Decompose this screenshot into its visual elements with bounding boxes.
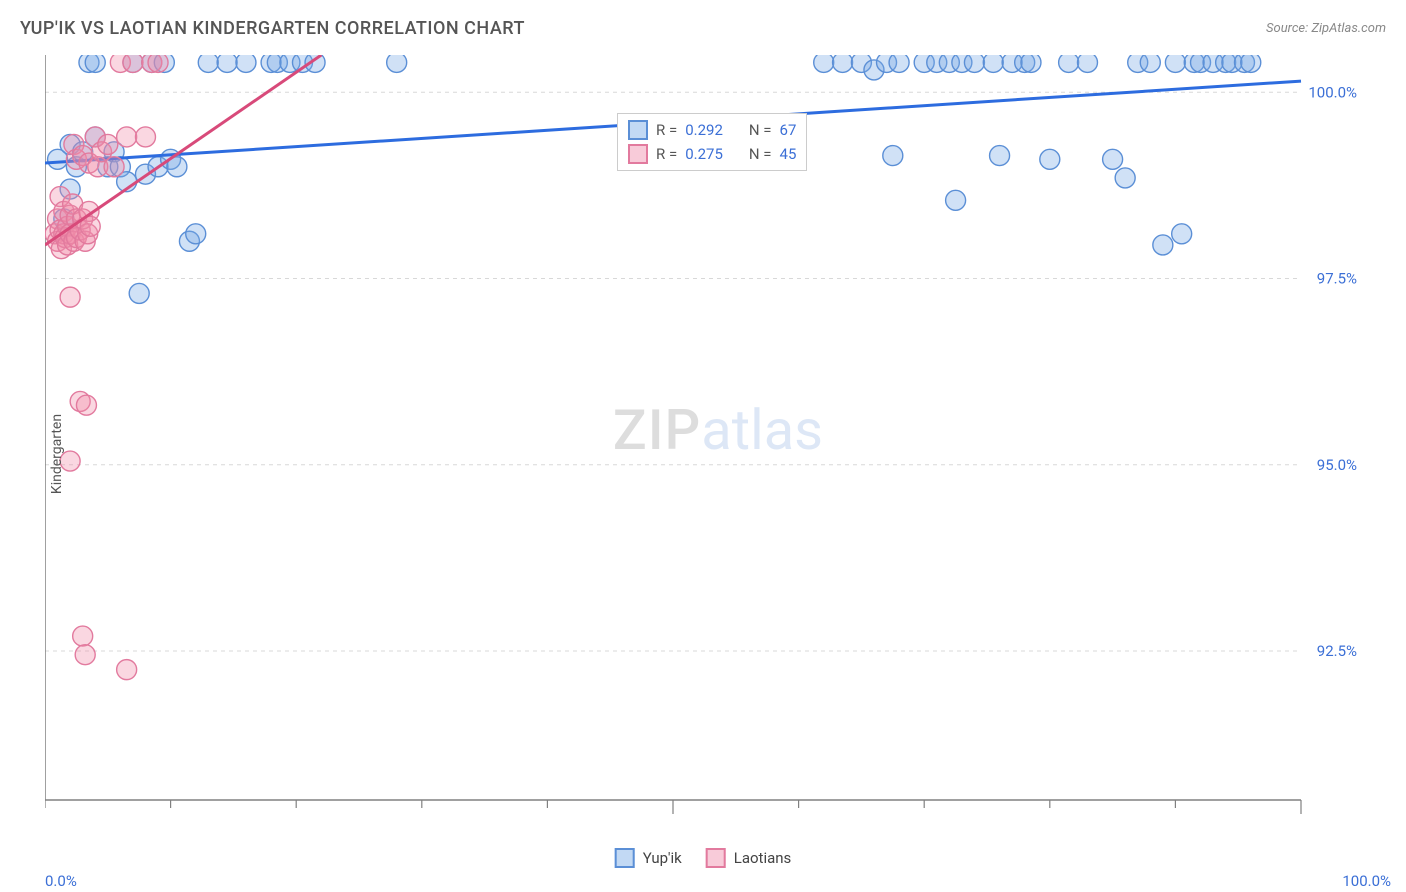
data-point bbox=[186, 224, 206, 244]
svg-text:97.5%: 97.5% bbox=[1317, 270, 1357, 288]
data-point bbox=[814, 55, 834, 72]
n-label: N = bbox=[749, 145, 772, 163]
data-point bbox=[1077, 55, 1097, 72]
data-point bbox=[1172, 224, 1192, 244]
data-point bbox=[117, 127, 137, 147]
data-point bbox=[85, 55, 105, 72]
legend-label: Yup'ik bbox=[643, 849, 682, 867]
data-point bbox=[117, 660, 137, 680]
data-point bbox=[123, 55, 143, 72]
r-label: R = bbox=[656, 145, 677, 163]
data-point bbox=[1153, 235, 1173, 255]
data-point bbox=[1165, 55, 1185, 72]
data-point bbox=[889, 55, 909, 72]
data-point bbox=[387, 55, 407, 72]
data-point bbox=[833, 55, 853, 72]
data-point bbox=[104, 157, 124, 177]
data-point bbox=[1021, 55, 1041, 72]
x-min-label: 0.0% bbox=[45, 872, 77, 890]
chart-header: YUP'IK VS LAOTIAN KINDERGARTEN CORRELATI… bbox=[0, 0, 1406, 49]
data-point bbox=[1241, 55, 1261, 72]
stats-legend: R = 0.292 N = 67 R = 0.275 N = 45 bbox=[617, 113, 807, 171]
legend-label: Laotians bbox=[734, 849, 792, 867]
r-value: 0.292 bbox=[685, 121, 723, 139]
r-value: 0.275 bbox=[685, 145, 723, 163]
legend-item: Laotians bbox=[706, 848, 792, 868]
legend-swatch bbox=[628, 144, 648, 164]
n-label: N = bbox=[749, 121, 772, 139]
legend-swatch bbox=[628, 120, 648, 140]
data-point bbox=[1040, 149, 1060, 169]
chart-title: YUP'IK VS LAOTIAN KINDERGARTEN CORRELATI… bbox=[20, 18, 525, 39]
data-point bbox=[236, 55, 256, 72]
y-axis-label: Kindergarten bbox=[49, 414, 65, 494]
chart-source: Source: ZipAtlas.com bbox=[1266, 21, 1386, 36]
stats-row: R = 0.275 N = 45 bbox=[628, 142, 796, 166]
series-legend: Yup'ik Laotians bbox=[615, 848, 792, 868]
data-point bbox=[983, 55, 1003, 72]
data-point bbox=[135, 127, 155, 147]
data-point bbox=[198, 55, 218, 72]
data-point bbox=[148, 55, 168, 72]
data-point bbox=[76, 395, 96, 415]
stats-row: R = 0.292 N = 67 bbox=[628, 118, 796, 142]
data-point bbox=[964, 55, 984, 72]
data-point bbox=[946, 190, 966, 210]
svg-text:95.0%: 95.0% bbox=[1317, 456, 1357, 474]
data-point bbox=[883, 146, 903, 166]
legend-swatch bbox=[706, 848, 726, 868]
plot-area: Kindergarten 92.5%95.0%97.5%100.0% ZIPat… bbox=[45, 55, 1391, 837]
n-value: 67 bbox=[780, 121, 797, 139]
data-point bbox=[1059, 55, 1079, 72]
data-point bbox=[990, 146, 1010, 166]
data-point bbox=[60, 287, 80, 307]
legend-item: Yup'ik bbox=[615, 848, 682, 868]
data-point bbox=[73, 626, 93, 646]
data-point bbox=[129, 283, 149, 303]
data-point bbox=[1103, 149, 1123, 169]
x-axis-labels: 0.0% 100.0% bbox=[45, 872, 1391, 890]
svg-text:100.0%: 100.0% bbox=[1308, 83, 1357, 101]
n-value: 45 bbox=[780, 145, 797, 163]
svg-text:92.5%: 92.5% bbox=[1317, 642, 1357, 660]
r-label: R = bbox=[656, 121, 677, 139]
data-point bbox=[217, 55, 237, 72]
data-point bbox=[98, 134, 118, 154]
data-point bbox=[1140, 55, 1160, 72]
data-point bbox=[1115, 168, 1135, 188]
x-max-label: 100.0% bbox=[1342, 872, 1391, 890]
data-point bbox=[75, 645, 95, 665]
scatter-svg: 92.5% 95.0% 97.5% 100.0% bbox=[45, 55, 1391, 837]
legend-swatch bbox=[615, 848, 635, 868]
